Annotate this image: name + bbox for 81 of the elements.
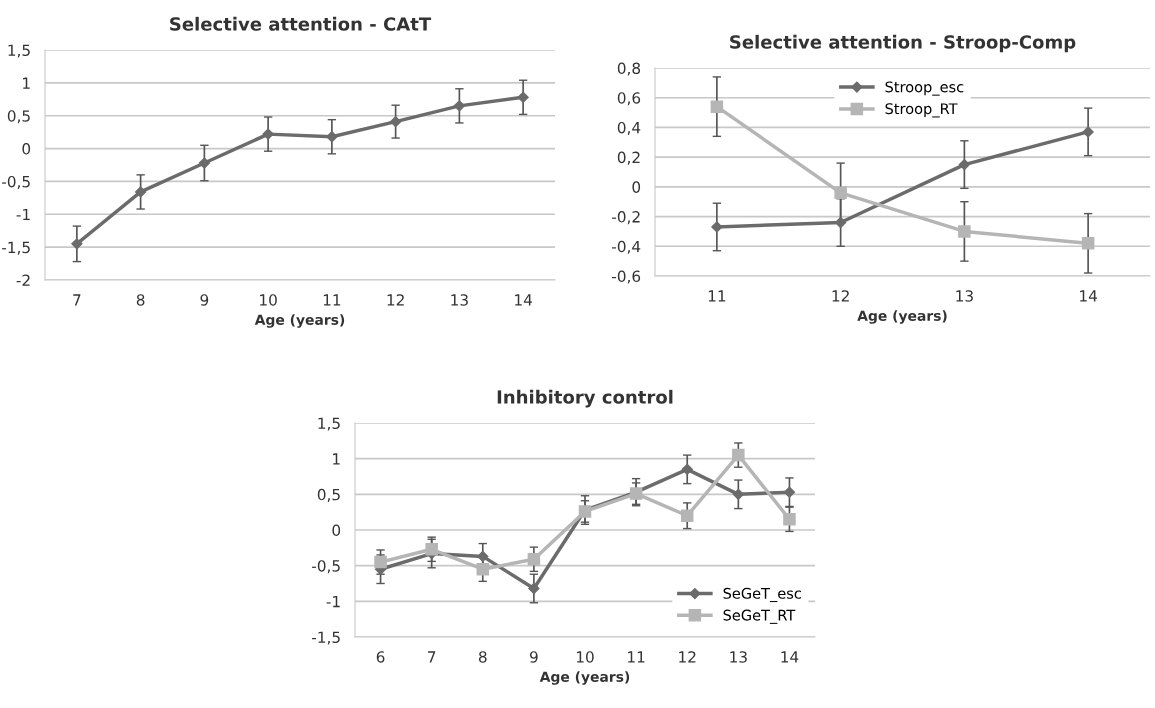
point (958, 225, 971, 238)
point (681, 463, 693, 475)
point (528, 582, 540, 595)
x-tick-label: 12 (832, 290, 849, 302)
x-tick-label: 10 (260, 294, 277, 306)
point (710, 100, 724, 113)
point (1081, 237, 1095, 250)
point (517, 91, 529, 103)
x-tick-label: 13 (956, 290, 973, 302)
y-tick-label: 0,4 (617, 121, 641, 136)
legend-label: Stroop_RT (885, 103, 958, 118)
legend-label: Stroop_esc (885, 81, 964, 96)
point (680, 509, 694, 522)
x-tick-label: 13 (451, 294, 468, 306)
x-tick-label: 12 (387, 294, 404, 306)
point (135, 186, 147, 198)
y-tick-label: -1 (326, 596, 340, 608)
point (198, 157, 210, 169)
x-tick-label: 9 (200, 294, 209, 306)
y-tick-label: -1 (16, 208, 30, 221)
x-tick-label: 14 (1080, 290, 1097, 302)
point (453, 100, 465, 112)
x-tick-label: 11 (708, 290, 726, 302)
y-tick-label: -2 (16, 274, 30, 286)
point (1082, 126, 1094, 138)
x-tick-label: 13 (730, 651, 747, 663)
point (527, 552, 541, 566)
x-tick-label: 10 (576, 651, 594, 663)
point (326, 131, 338, 143)
y-tick-label: 0,5 (7, 110, 30, 124)
y-tick-label: 1,5 (8, 44, 30, 58)
y-tick-label: 1 (333, 453, 340, 465)
point (958, 158, 970, 171)
point (711, 221, 723, 233)
x-tick-label: 11 (628, 651, 645, 663)
y-tick-label: 0 (22, 143, 31, 155)
legend-label: SeGeT_RT (723, 609, 796, 624)
x-axis-title: Age (years) (857, 310, 947, 324)
y-tick-label: -1,5 (2, 241, 30, 255)
y-tick-label: 1,5 (318, 417, 340, 431)
y-tick-label: -0,5 (312, 560, 340, 574)
x-tick-label: 9 (529, 651, 538, 663)
y-tick-label: -0,4 (612, 240, 641, 254)
point (732, 448, 745, 462)
x-tick-label: 7 (428, 651, 436, 663)
point (262, 128, 274, 140)
x-tick-label: 14 (781, 651, 799, 663)
y-tick-label: 0,6 (617, 92, 641, 106)
x-tick-label: 7 (73, 294, 81, 306)
x-axis-title: Age (years) (254, 314, 345, 328)
y-tick-label: 0,2 (617, 151, 640, 165)
y-tick-label: 0,5 (317, 488, 340, 502)
x-tick-label: 14 (515, 294, 532, 306)
chart-title: Selective attention - Stroop-Comp (730, 34, 1076, 53)
chart-title: Selective attention - CAtT (170, 16, 432, 31)
y-tick-label: 0 (332, 524, 341, 537)
point (374, 555, 387, 569)
y-tick-label: -1,5 (312, 631, 340, 645)
y-tick-label: -0,5 (2, 175, 30, 190)
point (834, 186, 847, 200)
x-tick-label: 6 (376, 651, 385, 663)
point (477, 550, 489, 562)
x-axis-title: Age (years) (539, 671, 630, 685)
legend-label: SeGeT_esc (723, 587, 801, 603)
y-tick-label: 0 (632, 181, 641, 193)
point (390, 116, 402, 128)
y-tick-label: 0,8 (617, 62, 641, 76)
chart-title: Inhibitory control (497, 389, 673, 408)
point (783, 513, 796, 526)
x-tick-label: 8 (478, 651, 487, 663)
x-tick-label: 11 (323, 294, 341, 306)
point (71, 238, 83, 250)
x-tick-label: 8 (136, 294, 145, 306)
y-tick-label: -0,2 (612, 211, 640, 225)
point (732, 488, 744, 500)
point (476, 562, 490, 576)
y-tick-label: -0,6 (612, 270, 641, 284)
point (835, 216, 847, 229)
y-tick-label: 1 (23, 77, 30, 89)
x-tick-label: 12 (679, 651, 696, 663)
point (425, 543, 438, 556)
